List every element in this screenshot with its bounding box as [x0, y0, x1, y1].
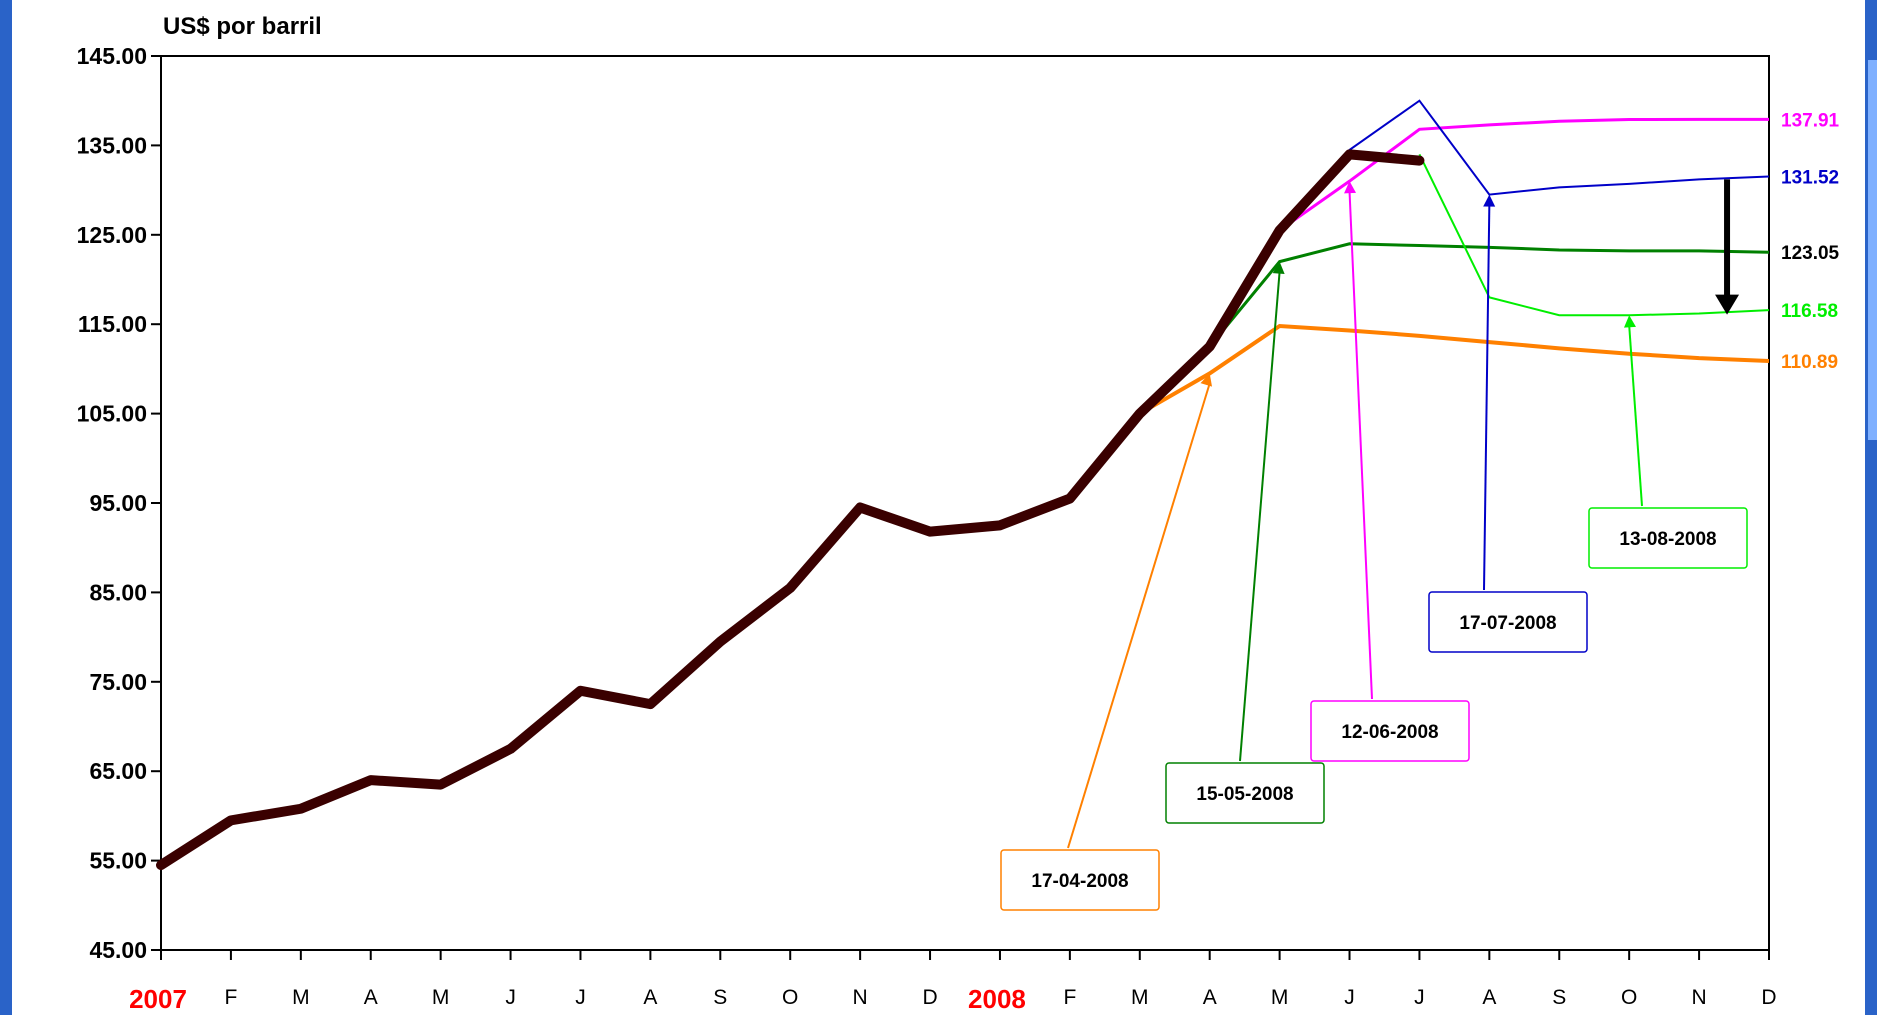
y-tick-label: 85.00	[89, 579, 147, 605]
y-tick-label: 75.00	[89, 669, 147, 695]
y-tick-label: 45.00	[89, 937, 147, 963]
x-tick-label: N	[1692, 986, 1707, 1009]
series-end-label: 137.91	[1781, 110, 1840, 131]
callout-arrow-line	[1483, 204, 1491, 591]
x-tick-label: J	[1414, 986, 1425, 1009]
y-tick-label: 95.00	[89, 490, 147, 516]
callout-arrowhead	[1272, 261, 1285, 275]
forecast-line-17-07-2008	[1278, 99, 1770, 231]
y-tick-label: 135.00	[77, 132, 147, 158]
x-tick-label: S	[713, 986, 727, 1009]
drop-arrow-head	[1715, 294, 1740, 315]
window-border-left	[0, 0, 12, 1015]
x-tick-label: M	[432, 986, 450, 1009]
callout-date-label: 17-07-2008	[1459, 613, 1556, 634]
x-tick-label: S	[1552, 986, 1566, 1009]
forecast-line-12-06-2008	[1278, 117, 1769, 232]
window-border-highlight	[1868, 60, 1877, 440]
series-end-label: 131.52	[1781, 168, 1839, 189]
series-end-label: 116.58	[1781, 301, 1838, 322]
callout-date-label: 17-04-2008	[1031, 871, 1128, 892]
historical-price-line	[156, 149, 1425, 871]
callout-box	[1588, 507, 1748, 569]
x-tick-label: D	[922, 986, 937, 1009]
x-tick-label: F	[224, 986, 237, 1009]
x-tick-label: J	[1344, 986, 1355, 1009]
x-tick-label: D	[1761, 986, 1776, 1009]
callout-arrowhead	[1483, 194, 1496, 207]
x-tick-label: N	[853, 986, 868, 1009]
callout-box	[1310, 700, 1470, 762]
x-tick-label: J	[575, 986, 586, 1009]
callout-box	[1428, 591, 1588, 653]
x-tick-label: M	[1131, 986, 1149, 1009]
y-tick-label: 125.00	[77, 222, 147, 248]
series-end-label: 110.89	[1781, 352, 1838, 373]
x-year-label: 2007	[129, 984, 187, 1014]
y-axis-label: US$ por barril	[163, 13, 322, 40]
callout-arrow-line	[1239, 271, 1281, 762]
callout-arrowhead	[1200, 373, 1213, 387]
callout-arrowhead	[1623, 315, 1636, 328]
x-tick-label: F	[1063, 986, 1076, 1009]
y-tick-label: 145.00	[77, 43, 147, 69]
forecast-line-17-04-2008	[1138, 323, 1770, 416]
series-end-label: 123.05	[1781, 243, 1840, 264]
x-tick-label: A	[643, 986, 657, 1009]
callout-arrow-line	[1067, 383, 1211, 849]
y-tick-label: 65.00	[89, 758, 147, 784]
y-tick-label: 55.00	[89, 848, 147, 874]
x-tick-label: A	[1203, 986, 1217, 1009]
x-tick-label: O	[1621, 986, 1637, 1009]
x-year-label: 2008	[968, 984, 1026, 1014]
forecast-line-13-08-2008	[1418, 153, 1770, 317]
callout-arrow-line	[1348, 191, 1373, 700]
callout-date-label: 15-05-2008	[1196, 784, 1293, 805]
x-tick-label: A	[364, 986, 378, 1009]
callout-box	[1165, 762, 1325, 824]
callout-arrow-line	[1628, 325, 1643, 507]
x-tick-label: O	[782, 986, 798, 1009]
x-tick-label: J	[505, 986, 516, 1009]
x-tick-label: A	[1482, 986, 1496, 1009]
y-tick-label: 105.00	[77, 401, 147, 427]
y-tick-label: 115.00	[78, 311, 147, 337]
callout-date-label: 13-08-2008	[1619, 529, 1716, 550]
x-tick-label: M	[1271, 986, 1289, 1009]
callout-arrowhead	[1344, 181, 1357, 194]
callout-date-label: 12-06-2008	[1341, 722, 1438, 743]
callout-box	[1000, 849, 1160, 911]
x-tick-label: M	[292, 986, 310, 1009]
